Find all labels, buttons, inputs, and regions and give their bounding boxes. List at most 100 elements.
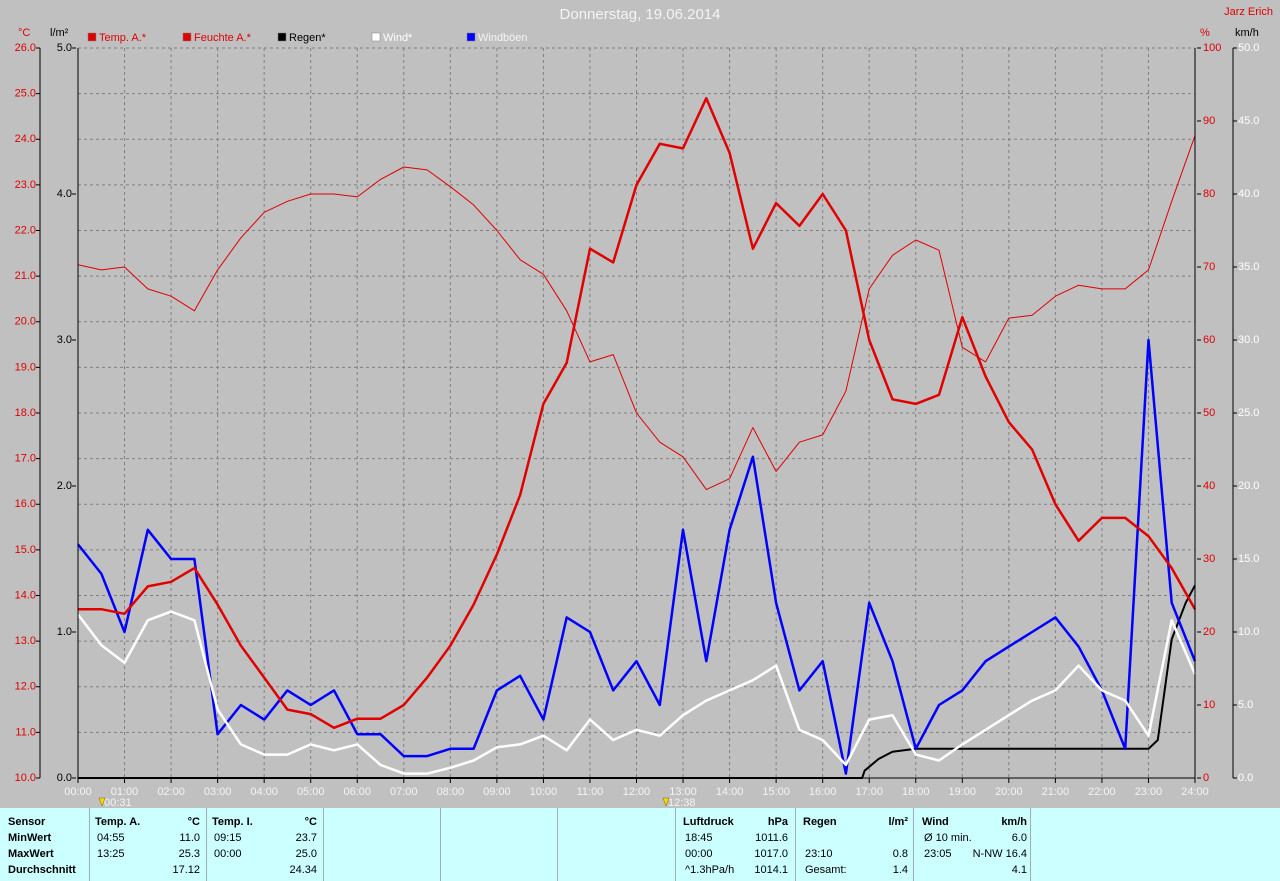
y-tick-label: 26.0 [15,42,36,54]
stat-time: 04:55 [97,832,125,844]
y-tick-label: 24.0 [15,133,36,145]
y-tick-label: 50.0 [1238,42,1259,54]
axis-unit: km/h [1235,27,1259,39]
stat-value: 6.0 [1011,832,1027,844]
y-tick-label: 20.0 [15,316,36,328]
x-tick-label: 05:00 [297,786,325,798]
stats-panel: Sensor MinWert MaxWert Durchschnitt Temp. A.… [0,808,1280,881]
chart-title: Donnerstag, 19.06.2014 [560,6,721,23]
y-tick-label: 22.0 [15,224,36,236]
block-unit: l/m² [888,816,908,828]
stat-time: Ø 10 min. [924,832,972,844]
stat-value: 1.4 [892,864,908,876]
y-tick-label: 0.0 [1238,772,1253,784]
x-tick-label: 22:00 [1088,786,1116,798]
stat-value: 25.3 [178,848,200,860]
y-tick-label: 5.0 [1238,699,1253,711]
background [0,0,1280,808]
annotation-marker [662,797,670,807]
stat-time: 18:45 [685,832,713,844]
legend-label: Temp. A.* [99,32,147,44]
y-tick-label: 17.0 [15,453,36,465]
x-tick-label: 03:00 [204,786,232,798]
y-tick-label: 30 [1203,553,1215,565]
y-tick-label: 80 [1203,188,1215,200]
axis-unit: l/m² [50,27,69,39]
y-tick-label: 5.0 [57,42,72,54]
y-tick-label: 16.0 [15,498,36,510]
y-tick-label: 2.0 [57,480,72,492]
legend-swatch [466,32,476,42]
y-tick-label: 0.0 [57,772,72,784]
row-label: MinWert [8,832,52,844]
series-line [77,610,1197,775]
x-tick-label: 17:00 [855,786,883,798]
stat-time: 13:25 [97,848,125,860]
stat-value: 25.0 [295,848,317,860]
stat-value: 11.0 [179,832,200,844]
separator [89,808,90,881]
stat-time: 00:00 [685,848,713,860]
legend-label: Regen* [289,32,326,44]
stat-value: 1017.0 [754,848,788,860]
block-title: Temp. A. [95,816,141,828]
series-lines [77,96,1197,779]
stat-time: 23:10 [805,848,833,860]
x-tick-label: 11:00 [577,786,604,798]
separator [1030,808,1031,881]
y-tick-label: 10 [1203,699,1215,711]
series-line [77,338,1197,775]
stat-value: 4.1 [1011,864,1027,876]
y-tick-label: 25.0 [1238,407,1259,419]
y-tick-label: 70 [1203,261,1215,273]
y-tick-label: 0 [1203,772,1209,784]
x-tick-label: 15:00 [762,786,790,798]
stat-value: 17.12 [172,864,200,876]
x-tick-label: 12:00 [623,786,651,798]
y-tick-label: 90 [1203,115,1215,127]
y-tick-label: 60 [1203,334,1215,346]
y-tick-label: 40 [1203,480,1215,492]
stat-value: 24.34 [289,864,317,876]
y-tick-label: 12.0 [15,681,36,693]
y-tick-label: 11.0 [15,726,36,738]
x-tick-label: 02:00 [157,786,185,798]
chart: Donnerstag, 19.06.2014 Jarz Erich °C 10.0… [0,0,1280,808]
block-title: Temp. I. [212,816,253,828]
separator [913,808,914,881]
separator [323,808,324,881]
x-tick-label: 00:00 [64,786,92,798]
y-tick-label: 20 [1203,626,1215,638]
row-label: Durchschnitt [8,864,76,876]
block-title: Wind [922,816,949,828]
row-label: MaxWert [8,848,54,860]
block-title: Luftdruck [683,816,734,828]
y-tick-label: 18.0 [15,407,36,419]
stat-time: 23:05 [924,848,952,860]
y-tick-label: 10.0 [1238,626,1259,638]
y-tick-label: 100 [1203,42,1221,54]
y-tick-label: 45.0 [1238,115,1259,127]
grid [78,47,1195,779]
legend-swatch [87,32,97,42]
x-tick-label: 14:00 [716,786,744,798]
stat-value: 0.8 [892,848,908,860]
axis-unit: % [1200,27,1210,39]
x-tick-label: 19:00 [949,786,977,798]
stat-time: 09:15 [214,832,242,844]
separator [440,808,441,881]
y-tick-label: 15.0 [1238,553,1259,565]
stat-value: 23.7 [295,832,317,844]
x-tick-label: 23:00 [1135,786,1163,798]
y-tick-label: 13.0 [15,635,36,647]
x-tick-label: 09:00 [483,786,511,798]
annotation: 00:31 [104,797,132,808]
separator [795,808,796,881]
y-tick-label: 3.0 [57,334,72,346]
stat-time: 00:00 [214,848,242,860]
annotation-marker [98,797,106,807]
y-tick-label: 21.0 [15,270,36,282]
y-tick-label: 15.0 [15,544,36,556]
series-line [77,135,1196,491]
y-tick-label: 40.0 [1238,188,1259,200]
